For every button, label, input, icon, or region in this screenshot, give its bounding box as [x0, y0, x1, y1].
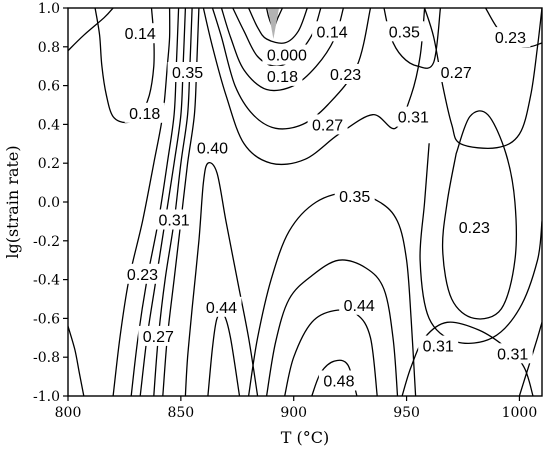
- contour-label-background: [393, 106, 434, 127]
- contour-line-0_18: [68, 325, 85, 396]
- contour-line-0_23: [441, 110, 517, 320]
- contour-label: 0.31: [159, 213, 190, 230]
- contour-label: 0.31: [398, 110, 429, 127]
- y-tick-label: -1.0: [33, 389, 60, 405]
- contour-label: 0.14: [317, 24, 348, 41]
- contour-line-0_35: [518, 321, 542, 396]
- y-tick-label: -0.8: [33, 350, 60, 366]
- contour-label: 0.23: [330, 67, 361, 84]
- contour-label: 0.14: [125, 26, 156, 43]
- x-tick-label: 1000: [502, 405, 538, 421]
- y-axis-title: lg(strain rate): [3, 145, 22, 258]
- contour-label-background: [312, 21, 353, 42]
- contour-line-0_40: [265, 259, 399, 396]
- contour-label-background: [454, 217, 495, 238]
- y-tick-label: 0.8: [38, 40, 60, 56]
- contour-label: 0.18: [129, 106, 160, 123]
- axis-ticks: 800 850 900 950 1000 1.0 0.8 0.6 0.4 0.2 0.0 -0.2 -0…: [33, 1, 537, 421]
- y-tick-label: 0.0: [38, 195, 60, 211]
- contour-label-background: [124, 102, 165, 123]
- contour-label: 0.27: [312, 117, 343, 134]
- contour-label-background: [201, 296, 242, 317]
- minimum-region-marker: [267, 8, 280, 40]
- x-tick-label: 900: [280, 405, 307, 421]
- y-tick-label: 0.2: [38, 156, 60, 172]
- x-tick-label: 800: [55, 405, 82, 421]
- contour-label: 0.23: [127, 267, 158, 284]
- contour-line-0_31: [202, 8, 426, 166]
- contour-line-0_14: [68, 8, 114, 52]
- contour-label: 0.40: [197, 141, 228, 158]
- y-tick-label: 0.6: [38, 79, 60, 95]
- contour-label-background: [325, 64, 366, 84]
- contour-line-0_44: [284, 309, 378, 396]
- contour-line-0_35: [247, 191, 417, 396]
- contour-line-0_31: [401, 321, 534, 396]
- y-tick-label: 0.4: [38, 117, 60, 133]
- contour-label-background: [122, 263, 163, 284]
- contour-label-background: [192, 137, 233, 158]
- y-tick-label: -0.2: [33, 234, 60, 250]
- contour-label-background: [318, 370, 359, 391]
- contour-label-background: [334, 186, 375, 207]
- contour-line-0_23: [220, 8, 345, 92]
- contour-label-background: [307, 114, 348, 135]
- contour-line-0_40: [184, 162, 259, 396]
- contour-label: 0.35: [339, 189, 370, 206]
- contour-label-background: [262, 44, 312, 65]
- contour-labels: 0.14 0.35 0.18 0.40 0.31 0.23 0.27 0.44 0.000 0.1…: [120, 21, 533, 391]
- contour-label: 0.35: [172, 65, 203, 82]
- x-tick-label: 950: [393, 405, 420, 421]
- contour-label: 0.23: [495, 30, 526, 47]
- x-axis-title: T (°C): [281, 428, 329, 447]
- contour-label: 0.44: [344, 298, 375, 315]
- contour-label-background: [120, 23, 161, 44]
- contour-label-background: [138, 325, 179, 346]
- contour-label-background: [492, 343, 533, 364]
- contour-label-background: [339, 294, 380, 315]
- contour-line-0_18: [112, 8, 171, 396]
- contour-label: 0.27: [143, 329, 174, 346]
- contour-label: 0.35: [389, 24, 420, 41]
- contour-label-background: [436, 62, 477, 82]
- contour-label: 0.18: [267, 69, 298, 86]
- y-tick-label: -0.6: [33, 311, 60, 327]
- contour-label: 0.48: [323, 374, 354, 391]
- contour-label: 0.44: [206, 300, 237, 317]
- contour-label: 0.000: [267, 48, 307, 65]
- contour-label-background: [262, 65, 303, 86]
- contour-label: 0.27: [441, 65, 472, 82]
- contour-label: 0.23: [459, 220, 490, 237]
- contour-line-0_44: [207, 312, 241, 396]
- contour-label-background: [490, 27, 531, 48]
- contour-label-background: [384, 21, 425, 42]
- y-tick-label: -0.4: [33, 273, 60, 289]
- contour-label-background: [167, 62, 208, 82]
- y-tick-label: 1.0: [38, 1, 60, 17]
- contour-line-0_27: [423, 8, 542, 149]
- contour-label-background: [418, 335, 459, 356]
- contour-line-0_27: [419, 143, 542, 344]
- contour-label: 0.31: [497, 346, 528, 363]
- contour-line-0_14: [247, 8, 308, 44]
- contour-label-background: [154, 209, 195, 230]
- contour-label: 0.31: [423, 339, 454, 356]
- x-tick-label: 850: [167, 405, 194, 421]
